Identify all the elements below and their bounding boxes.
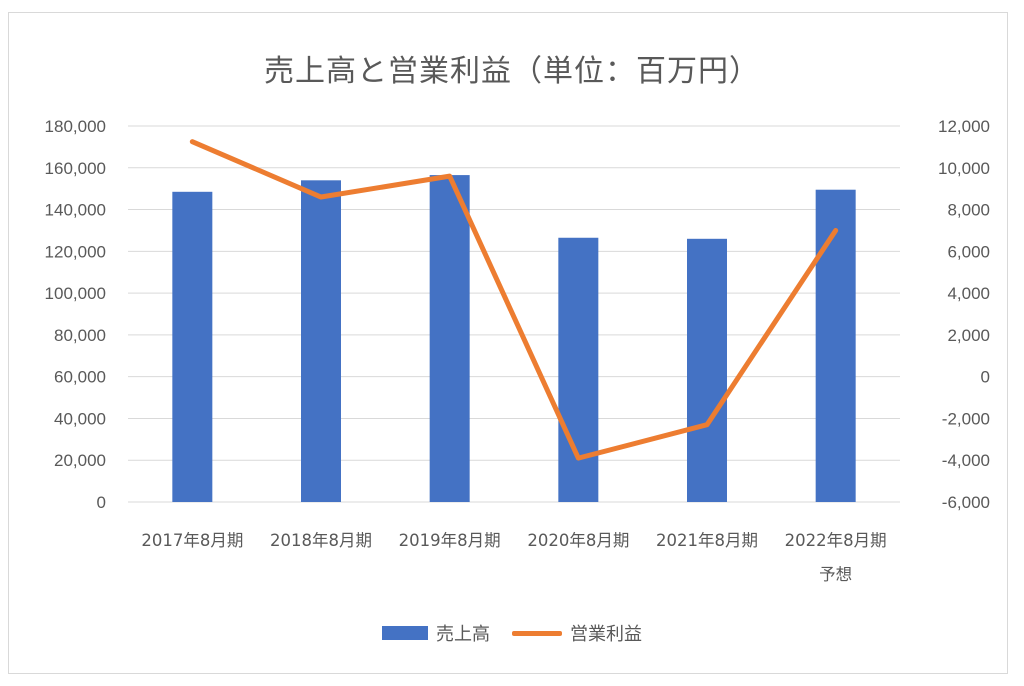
legend-label-sales: 売上高 xyxy=(436,624,490,645)
bar-sales xyxy=(687,238,727,503)
y-left-tick-label: 120,000 xyxy=(45,242,106,261)
y-right-tick-label: -4,000 xyxy=(942,451,990,470)
x-category-label: 2020年8月期 xyxy=(527,531,629,550)
x-category-label: 2022年8月期 xyxy=(785,531,887,550)
bar-sales xyxy=(301,180,341,503)
bar-sales xyxy=(429,175,470,503)
y-left-tick-label: 0 xyxy=(97,493,106,512)
y-right-tick-label: 2,000 xyxy=(947,326,990,345)
y-left-tick-label: 60,000 xyxy=(54,368,106,387)
y-right-tick-label: 4,000 xyxy=(947,284,990,303)
legend-item-profit: 営業利益 xyxy=(512,620,642,646)
legend-swatch-sales xyxy=(382,626,428,640)
y-left-tick-label: 40,000 xyxy=(54,409,106,428)
line-operating-profit xyxy=(189,139,839,461)
y-left-tick-label: 20,000 xyxy=(54,451,106,470)
y-left-tick-label: 80,000 xyxy=(54,326,106,345)
legend-swatch-profit xyxy=(512,630,562,636)
y-right-tick-label: -2,000 xyxy=(942,409,990,428)
legend-item-sales: 売上高 xyxy=(382,620,490,646)
chart-title: 売上高と営業利益（単位：百万円） xyxy=(264,54,760,89)
y-left-tick-label: 140,000 xyxy=(45,201,106,220)
bar-sales xyxy=(558,237,599,502)
legend-label-profit: 営業利益 xyxy=(570,624,642,645)
x-category-label: 2017年8月期 xyxy=(141,531,243,550)
y-right-tick-label: 12,000 xyxy=(938,117,990,136)
y-right-tick-label: 8,000 xyxy=(947,201,990,220)
legend: 売上高 営業利益 xyxy=(0,620,1024,646)
y-left-tick-label: 160,000 xyxy=(45,159,106,178)
x-category-label: 2018年8月期 xyxy=(270,531,372,550)
x-category-label: 予想 xyxy=(819,565,852,584)
x-category-label: 2021年8月期 xyxy=(656,531,758,550)
y-right-tick-label: 6,000 xyxy=(947,242,990,261)
bar-sales xyxy=(172,191,213,503)
y-left-tick-label: 100,000 xyxy=(45,284,106,303)
bar-sales xyxy=(815,189,856,502)
y-left-tick-label: 180,000 xyxy=(45,117,106,136)
y-right-tick-label: 0 xyxy=(981,368,990,387)
y-right-tick-label: 10,000 xyxy=(938,159,990,178)
x-category-label: 2019年8月期 xyxy=(399,531,501,550)
y-right-tick-label: -6,000 xyxy=(942,493,990,512)
